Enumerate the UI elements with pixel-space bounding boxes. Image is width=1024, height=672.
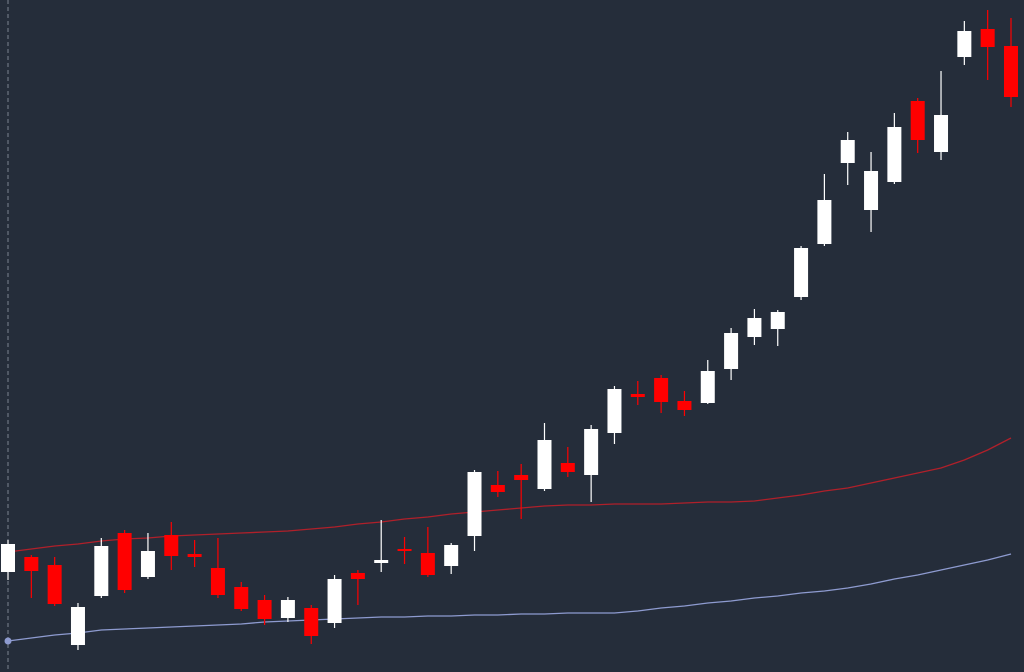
candle-body <box>887 127 902 182</box>
candle-body <box>700 371 715 403</box>
candle-body <box>444 545 459 566</box>
candle-body <box>840 140 855 163</box>
candle-body <box>957 31 972 57</box>
candle-body <box>864 171 879 210</box>
line-marker <box>4 637 12 645</box>
candle-body <box>70 607 85 645</box>
candle-body <box>257 600 272 619</box>
candle-body <box>747 318 762 337</box>
candle-body <box>584 429 599 475</box>
candle-body <box>817 200 832 244</box>
candle-body <box>934 115 949 152</box>
candle-body <box>24 557 39 571</box>
candle-body <box>304 608 319 636</box>
candle-body <box>1004 46 1018 97</box>
candle-body <box>164 535 179 556</box>
candle-body <box>794 248 809 297</box>
candle-body <box>514 475 529 480</box>
candle-body <box>537 440 552 489</box>
candle-body <box>607 389 622 433</box>
candle-body <box>724 333 739 369</box>
candle-body <box>630 394 645 397</box>
candle-body <box>280 600 295 618</box>
candle-body <box>677 401 692 410</box>
candle-body <box>350 573 365 579</box>
candle-body <box>94 546 109 596</box>
candle-body <box>234 587 249 609</box>
candle-body <box>654 378 669 402</box>
candle-body <box>420 553 435 575</box>
candle-body <box>1 544 15 572</box>
candle-body <box>467 472 482 536</box>
candle-body <box>397 549 412 551</box>
candle-body <box>327 579 342 623</box>
moving-average <box>7 553 1012 642</box>
candle-body <box>187 554 202 557</box>
candle-body <box>770 312 785 329</box>
candle-body <box>490 485 505 492</box>
candle-body <box>560 463 575 472</box>
candle-body <box>980 29 995 47</box>
candle-body <box>47 565 62 604</box>
candle-body <box>374 560 389 563</box>
candle-body <box>140 551 155 577</box>
candle-body <box>910 101 925 140</box>
candle-body <box>117 533 132 590</box>
candle-body <box>210 568 225 595</box>
